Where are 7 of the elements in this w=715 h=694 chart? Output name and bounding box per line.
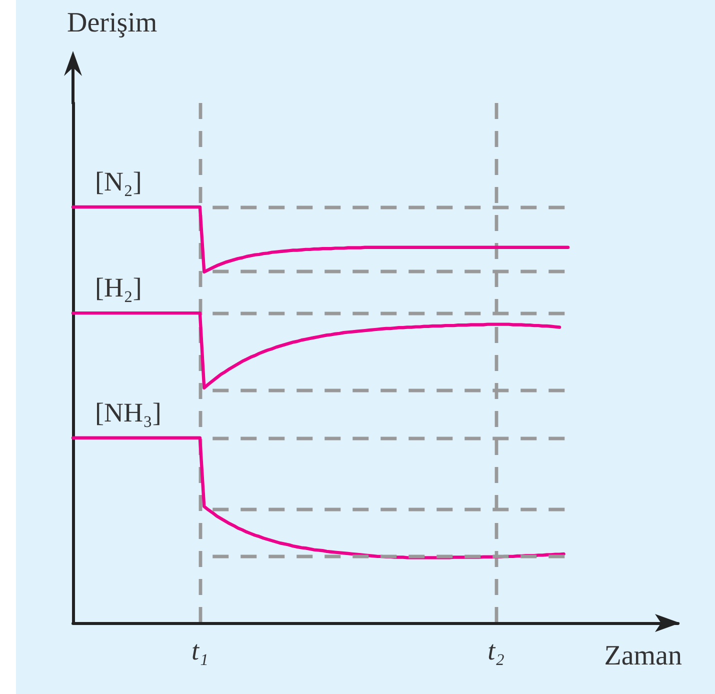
series-label: [NH₃] — [95, 397, 162, 428]
x-axis-title: Zaman — [604, 640, 682, 672]
x-tick-label: t₂ — [488, 636, 505, 666]
text: Derişim — [67, 8, 158, 38]
series-label: [H₂] — [95, 272, 142, 303]
series-label: [N₂] — [95, 166, 142, 196]
x-tick-label: t₁ — [191, 636, 208, 666]
